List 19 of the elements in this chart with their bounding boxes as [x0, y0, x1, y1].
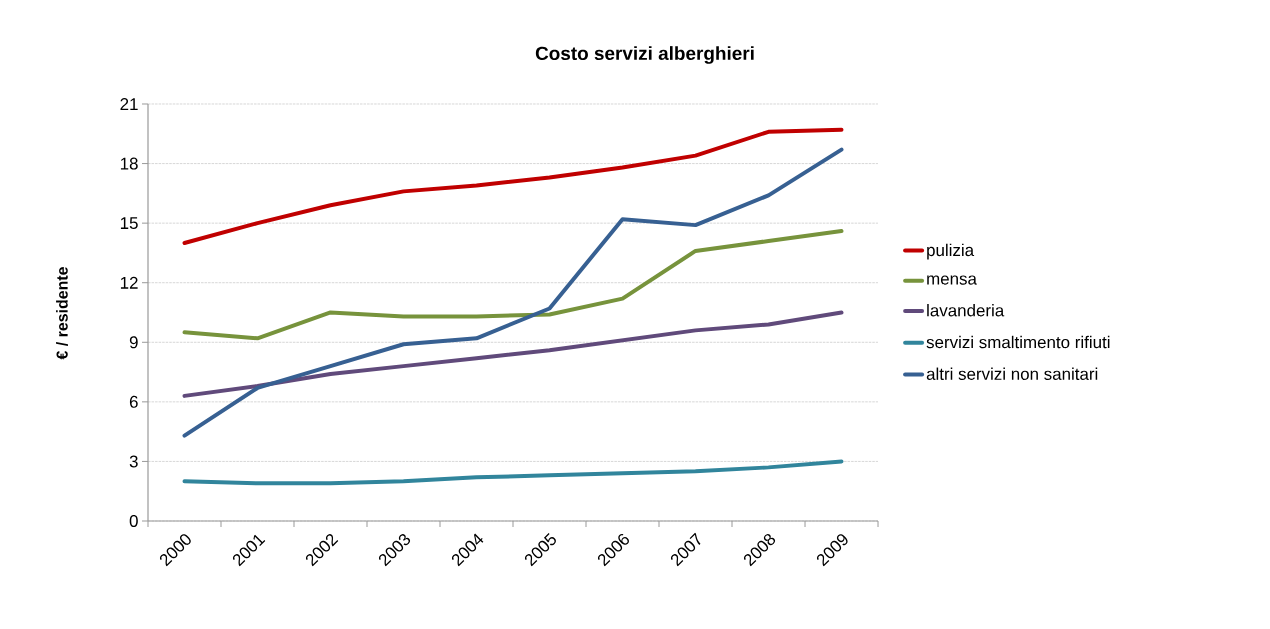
legend-label: mensa — [927, 275, 977, 285]
line-series — [182, 127, 844, 245]
y-tick-label: 6 — [129, 395, 138, 408]
y-tick-label: 18 — [120, 157, 138, 170]
y-tick-label: 21 — [120, 98, 138, 110]
chart-title: Costo servizi alberghieri — [535, 46, 754, 64]
y-tick-label: 9 — [129, 336, 138, 349]
y-axis-title: € / residente — [56, 267, 68, 360]
legend-label: lavanderia — [927, 304, 1005, 317]
y-tick-label: 0 — [129, 515, 138, 527]
line-series — [182, 147, 844, 438]
y-tick-label: 15 — [120, 217, 138, 230]
line-series — [182, 459, 844, 486]
y-tick-label: 3 — [129, 455, 138, 468]
line-series — [182, 229, 844, 341]
legend-label: altri servizi non sanitari — [926, 367, 1098, 380]
legend-label: pulizia — [927, 243, 975, 260]
y-tick-label: 12 — [120, 276, 138, 289]
legend-label: servizi smaltimento rifiuti — [926, 335, 1110, 349]
